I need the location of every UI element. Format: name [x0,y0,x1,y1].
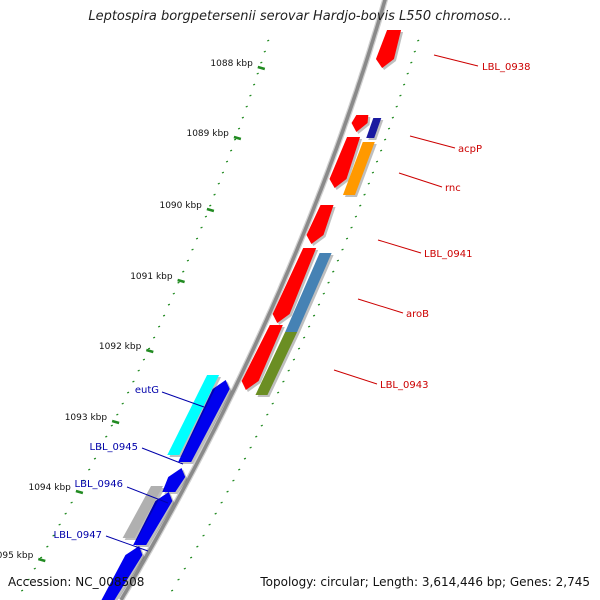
gene-rnc-adjacent[interactable] [329,137,361,188]
feature-aroB[interactable] [285,253,332,332]
gene-features [101,30,404,600]
ring-dot [359,204,362,207]
ring-dot [226,490,229,493]
gene-eutG[interactable] [178,380,230,462]
ring-dot [105,435,108,438]
gene-label-eutG[interactable]: eutG [135,385,159,396]
feature-LBL_0943[interactable] [255,332,298,395]
scale-tick-label: 1088 kbp [210,59,253,69]
gene-label-LBL_0945[interactable]: LBL_0945 [90,442,138,453]
gene-acpP-adjacent[interactable] [351,115,369,132]
scale-tick-label: 1090 kbp [159,201,202,211]
ring-dot [213,193,216,196]
ring-dot [209,204,212,207]
ring-dot [312,314,316,317]
gene-label-LBL_0946[interactable]: LBL_0946 [75,479,123,490]
gene-label-LBL_0947[interactable]: LBL_0947 [54,530,102,541]
gene-labels: LBL_0938 acpP rnc LBL_0941 aroB LBL_0943 eutG L… [54,62,531,541]
gene-label-LBL_0938[interactable]: LBL_0938 [482,62,530,73]
ring-dot [162,314,166,317]
scale-tick-mark [257,65,266,71]
ring-dot [363,193,366,196]
ring-dot [46,545,49,548]
topology-text: Topology: circular; Length: 3,614,446 bp… [260,575,590,589]
scale-tick-mark [177,278,185,284]
label-leader-line [433,54,479,67]
scale-tick-label: 1091 kbp [130,272,173,282]
label-leader-line [409,135,456,149]
accession-text: Accession: NC_008508 [8,575,145,589]
backbone-line [119,0,387,600]
label-leader-line [333,369,378,385]
scale-tick-mark [233,135,242,141]
label-leader-line [105,535,149,552]
ring-dot [196,545,199,548]
label-leader-line [141,447,184,465]
label-leader-line [398,172,443,188]
scale-tick-label: 1093 kbp [65,413,108,423]
scale-tick-mark [75,489,84,495]
gene-label-acpP[interactable]: acpP [458,144,482,155]
scale-tick-mark [145,348,154,354]
feature-LBL_0946[interactable] [122,486,164,538]
gene-aroB-adjacent[interactable] [272,248,317,323]
gene-label-aroB[interactable]: aroB [406,309,429,320]
ring-dot [327,281,330,284]
label-leaders [105,54,479,552]
label-leader-line [126,486,169,504]
feature-rnc[interactable] [342,142,375,195]
gene-LBL_0938[interactable] [375,30,402,68]
scale-tick-label: 1095 kbp [0,551,34,561]
scale-tick-label: 1089 kbp [186,129,229,139]
gene-LBL_0943[interactable] [241,325,283,390]
ring-dot [391,116,395,119]
ring-dot [332,270,335,273]
scale-ticks: 1088 kbp 1089 kbp 1090 kbp 1091 kbp 1092 kbp… [0,59,266,563]
ring-dot [177,281,180,284]
scale-tick-label: 1092 kbp [99,342,142,352]
gene-LBL_0945[interactable] [162,468,186,492]
ring-dot [167,303,171,306]
scale-tick-label: 1094 kbp [28,483,71,493]
backbone [118,0,389,600]
gene-LBL_0946[interactable] [133,492,173,545]
gene-label-LBL_0943[interactable]: LBL_0943 [380,380,428,391]
ring-dot [243,457,247,460]
label-leader-line [377,239,422,254]
gene-label-LBL_0941[interactable]: LBL_0941 [424,249,472,260]
scale-tick-mark [37,557,46,563]
feature-acpP[interactable] [366,118,382,138]
scale-tick-mark [206,207,215,213]
ring-dot [317,303,321,306]
gene-LBL_0941[interactable] [306,205,334,244]
ring-dot [93,457,97,460]
ring-dot [214,512,217,515]
ring-dot [64,512,67,515]
gene-label-rnc[interactable]: rnc [445,183,461,194]
map-title: Leptospira borgpetersenii serovar Hardjo… [88,9,512,24]
gene-LBL_0947[interactable] [101,546,143,600]
feature-eutG[interactable] [167,375,220,455]
ring-dot [182,270,185,273]
scale-tick-mark [111,419,120,425]
dotted-rings [20,39,420,592]
label-leader-line [357,298,404,314]
ring-dot [255,435,258,438]
label-leader-line [161,391,205,408]
ring-dot [241,116,245,119]
